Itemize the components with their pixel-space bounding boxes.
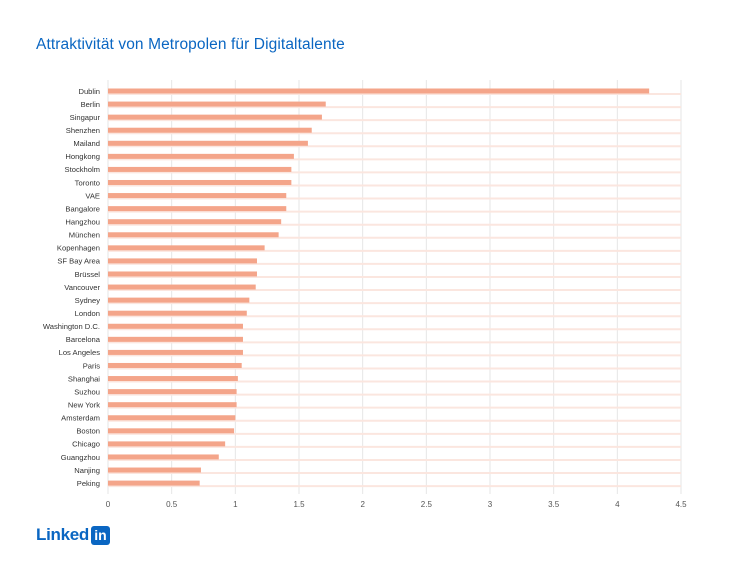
category-label: Sydney bbox=[75, 296, 101, 305]
category-label: Kopenhagen bbox=[57, 244, 100, 253]
bar bbox=[108, 454, 219, 460]
category-label: Brüssel bbox=[75, 270, 101, 279]
category-label: München bbox=[69, 231, 100, 240]
category-label: Hongkong bbox=[65, 152, 100, 161]
x-tick-label: 3 bbox=[488, 500, 493, 509]
bar bbox=[108, 297, 250, 303]
bar bbox=[108, 284, 256, 290]
category-label: Washington D.C. bbox=[43, 322, 100, 331]
category-label: Toronto bbox=[75, 178, 100, 187]
category-label: Barcelona bbox=[66, 335, 101, 344]
category-label: VAE bbox=[85, 191, 100, 200]
category-label: Paris bbox=[83, 361, 101, 370]
category-label: Guangzhou bbox=[61, 453, 100, 462]
bar bbox=[108, 258, 257, 264]
x-tick-label: 2 bbox=[360, 500, 365, 509]
category-label: SF Bay Area bbox=[57, 257, 100, 266]
bar bbox=[108, 376, 238, 382]
x-tick-label: 0 bbox=[106, 500, 111, 509]
category-label: Vancouver bbox=[64, 283, 100, 292]
category-label: Suzhou bbox=[74, 387, 100, 396]
bar bbox=[108, 362, 242, 368]
category-label: New York bbox=[68, 400, 100, 409]
logo-in-icon: in bbox=[91, 525, 110, 545]
category-label: Berlin bbox=[81, 100, 100, 109]
bar bbox=[108, 336, 243, 342]
bar bbox=[108, 206, 287, 212]
x-tick-label: 2.5 bbox=[421, 500, 433, 509]
category-label: Mailand bbox=[73, 139, 100, 148]
bar bbox=[108, 415, 236, 421]
bar bbox=[108, 140, 308, 146]
category-label: Boston bbox=[76, 427, 100, 436]
bar bbox=[108, 88, 650, 94]
category-label: Singapur bbox=[70, 113, 101, 122]
category-label: Amsterdam bbox=[61, 414, 100, 423]
bar bbox=[108, 441, 226, 447]
category-label: Shenzhen bbox=[66, 126, 100, 135]
category-label: Los Angeles bbox=[59, 348, 101, 357]
x-tick-label: 1 bbox=[233, 500, 238, 509]
x-tick-label: 1.5 bbox=[293, 500, 305, 509]
bar bbox=[108, 127, 312, 133]
x-tick-label: 0.5 bbox=[166, 500, 178, 509]
bar bbox=[108, 153, 294, 159]
category-label: London bbox=[75, 309, 100, 318]
bar bbox=[108, 467, 201, 473]
linkedin-logo: Linked in bbox=[36, 525, 110, 545]
bar bbox=[108, 232, 279, 238]
category-label: Bangalore bbox=[65, 204, 100, 213]
x-tick-label: 4.5 bbox=[675, 500, 687, 509]
bar bbox=[108, 219, 282, 225]
category-label: Hangzhou bbox=[65, 218, 100, 227]
bar bbox=[108, 480, 200, 486]
category-label: Chicago bbox=[72, 440, 100, 449]
x-tick-label: 3.5 bbox=[548, 500, 560, 509]
bar bbox=[108, 166, 292, 172]
x-tick-label: 4 bbox=[615, 500, 620, 509]
category-label: Stockholm bbox=[65, 165, 100, 174]
category-label: Shanghai bbox=[68, 374, 100, 383]
category-label: Peking bbox=[77, 479, 100, 488]
bar bbox=[108, 310, 247, 316]
category-label: Dublin bbox=[78, 87, 100, 96]
bar bbox=[108, 402, 237, 408]
category-label: Nanjing bbox=[74, 466, 100, 475]
chart-title: Attraktivität von Metropolen für Digital… bbox=[36, 36, 345, 53]
bar bbox=[108, 349, 243, 355]
bar bbox=[108, 389, 237, 395]
bar bbox=[108, 428, 235, 434]
bar bbox=[108, 323, 243, 329]
bar bbox=[108, 193, 287, 199]
bar bbox=[108, 101, 326, 107]
bar bbox=[108, 179, 292, 185]
bar bbox=[108, 271, 257, 277]
logo-text: Linked bbox=[36, 525, 89, 544]
bar bbox=[108, 114, 322, 120]
bar bbox=[108, 245, 265, 251]
